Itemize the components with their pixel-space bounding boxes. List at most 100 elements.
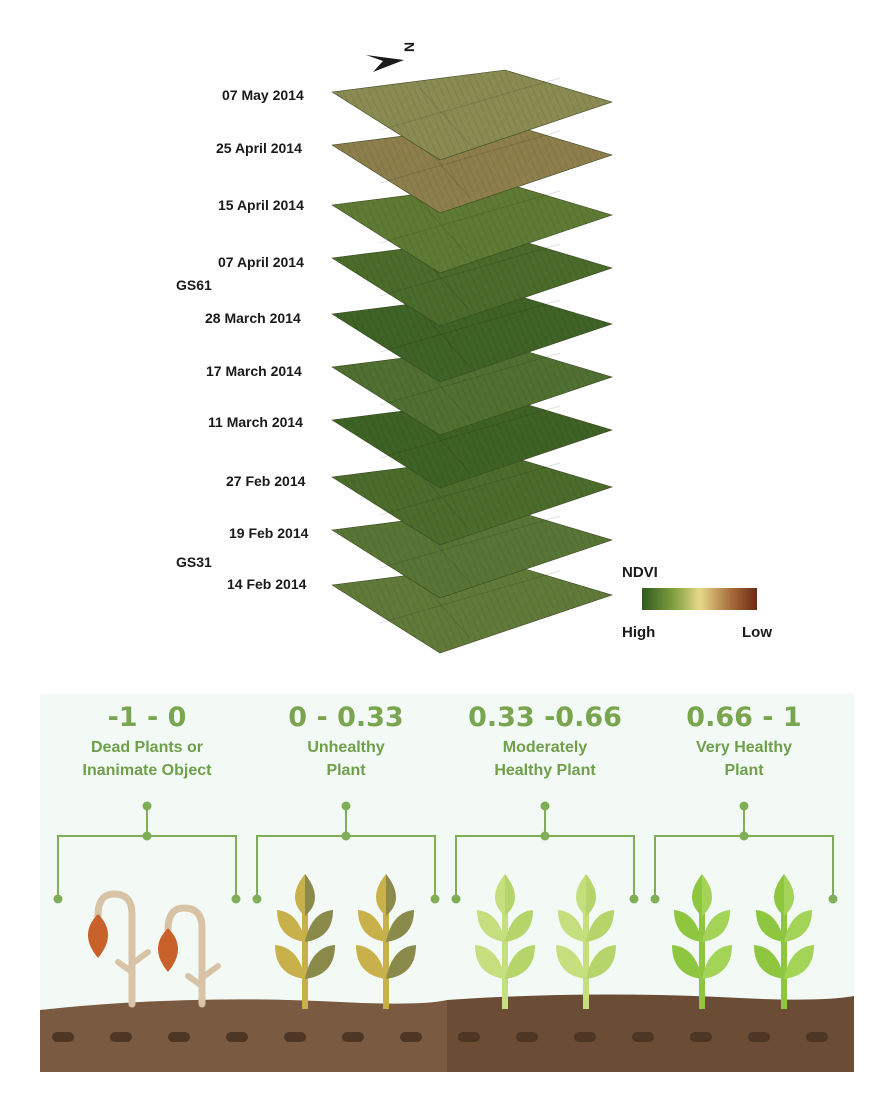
- leaf-icon: [505, 945, 535, 979]
- leaf-icon: [774, 874, 784, 916]
- leaf-icon: [558, 910, 586, 942]
- leaf-icon: [784, 945, 814, 979]
- leaf-icon: [784, 910, 812, 942]
- plant-icon: [275, 874, 335, 1009]
- date-label: 07 April 2014: [218, 254, 304, 270]
- soil-stone: [52, 1032, 74, 1042]
- growth-stage-label: GS61: [176, 277, 212, 293]
- leaf-icon: [692, 874, 702, 916]
- leaf-icon: [784, 874, 794, 916]
- category-very-healthy: 0.66 - 1 Very Healthy Plant: [646, 700, 842, 782]
- plant-icon: [672, 874, 732, 1009]
- field-boundary: [419, 309, 471, 368]
- soil-stone: [690, 1032, 712, 1042]
- leaf-icon: [754, 945, 784, 979]
- leaf-icon: [756, 910, 784, 942]
- ndvi-health-scale-infographic: -1 - 0 Dead Plants or Inanimate Object 0…: [40, 694, 854, 1072]
- soil-stone: [632, 1032, 654, 1042]
- category-description: Inanimate Object: [82, 762, 212, 779]
- leaf-icon: [376, 874, 386, 916]
- ndvi-layer-texture: [332, 183, 612, 273]
- leaf-icon: [386, 910, 414, 942]
- ndvi-layer-texture: [332, 345, 612, 435]
- north-arrow-label: N: [401, 42, 417, 52]
- ndvi-layer-texture: [332, 563, 612, 653]
- ndvi-time-series-figure: N NDVI High Low 07 May 2014 25 April 201…: [176, 42, 772, 654]
- leaf-icon: [356, 945, 386, 979]
- plant-icon: [556, 874, 616, 1009]
- soil-stone: [458, 1032, 480, 1042]
- date-label: 17 March 2014: [206, 363, 302, 379]
- soil-stone: [400, 1032, 422, 1042]
- field-boundary: [379, 130, 561, 184]
- leaf-icon: [586, 910, 614, 942]
- ndvi-legend: NDVI High Low: [622, 564, 772, 641]
- ndvi-layer-texture: [332, 455, 612, 545]
- field-boundary: [379, 352, 561, 406]
- category-dead: -1 - 0 Dead Plants or Inanimate Object: [49, 700, 245, 782]
- leaf-icon: [576, 874, 586, 916]
- leaf-icon: [475, 945, 505, 979]
- date-label: 15 April 2014: [218, 197, 304, 213]
- soil-stone: [168, 1032, 190, 1042]
- leaf-icon: [505, 910, 533, 942]
- ndvi-layer-texture: [332, 508, 612, 598]
- category-description: Moderately: [502, 739, 588, 756]
- soil-stone: [806, 1032, 828, 1042]
- soil-stone: [342, 1032, 364, 1042]
- category-description: Unhealthy: [307, 739, 385, 756]
- legend-low-label: Low: [742, 624, 772, 641]
- leaf-icon: [674, 910, 702, 942]
- leaf-icon: [386, 945, 416, 979]
- field-boundary: [419, 200, 471, 259]
- ndvi-layer-texture: [332, 398, 612, 488]
- date-label: 25 April 2014: [216, 140, 302, 156]
- category-unhealthy: 0 - 0.33 Unhealthy Plant: [248, 700, 444, 782]
- category-range: 0.66 - 1: [686, 702, 802, 733]
- plant-scene: [40, 801, 854, 1072]
- leaf-icon: [158, 928, 178, 972]
- leaf-icon: [702, 910, 730, 942]
- dead-plant-icon: [158, 904, 221, 1008]
- plant-icon: [475, 874, 535, 1009]
- leaf-icon: [277, 910, 305, 942]
- plant-icon: [356, 874, 416, 1009]
- legend-high-label: High: [622, 624, 655, 641]
- field-boundary: [379, 462, 561, 516]
- date-label: 27 Feb 2014: [226, 473, 306, 489]
- field-boundary: [379, 77, 561, 131]
- dead-plant-icon: [88, 890, 151, 1008]
- date-label: 07 May 2014: [222, 87, 304, 103]
- soil-stone: [574, 1032, 596, 1042]
- legend-title: NDVI: [622, 564, 658, 581]
- leaf-icon: [505, 874, 515, 916]
- soil-stone: [284, 1032, 306, 1042]
- ndvi-layer-texture: [332, 70, 612, 160]
- growth-stage-label: GS31: [176, 554, 212, 570]
- category-range: -1 - 0: [107, 702, 187, 733]
- soil-ground: [40, 994, 854, 1072]
- date-label: 19 Feb 2014: [229, 525, 309, 541]
- leaf-icon: [275, 945, 305, 979]
- category-range: 0 - 0.33: [288, 702, 404, 733]
- leaf-icon: [556, 945, 586, 979]
- leaf-icon: [586, 945, 616, 979]
- leaf-icon: [477, 910, 505, 942]
- soil-stone: [226, 1032, 248, 1042]
- category-range: 0.33 -0.66: [468, 702, 622, 733]
- field-boundary: [379, 405, 561, 459]
- category-description: Plant: [724, 762, 764, 779]
- soil-stone: [110, 1032, 132, 1042]
- leaf-icon: [702, 874, 712, 916]
- north-arrow-icon: N: [366, 42, 417, 72]
- category-bracket: [451, 801, 639, 904]
- leaf-icon: [386, 874, 396, 916]
- legend-color-ramp: [642, 588, 757, 610]
- category-bracket: [53, 801, 241, 904]
- category-bracket: [650, 801, 838, 904]
- field-boundary: [419, 87, 471, 146]
- date-label: 28 March 2014: [205, 310, 301, 326]
- leaf-icon: [88, 914, 108, 958]
- leaf-icon: [358, 910, 386, 942]
- field-boundary: [379, 190, 561, 244]
